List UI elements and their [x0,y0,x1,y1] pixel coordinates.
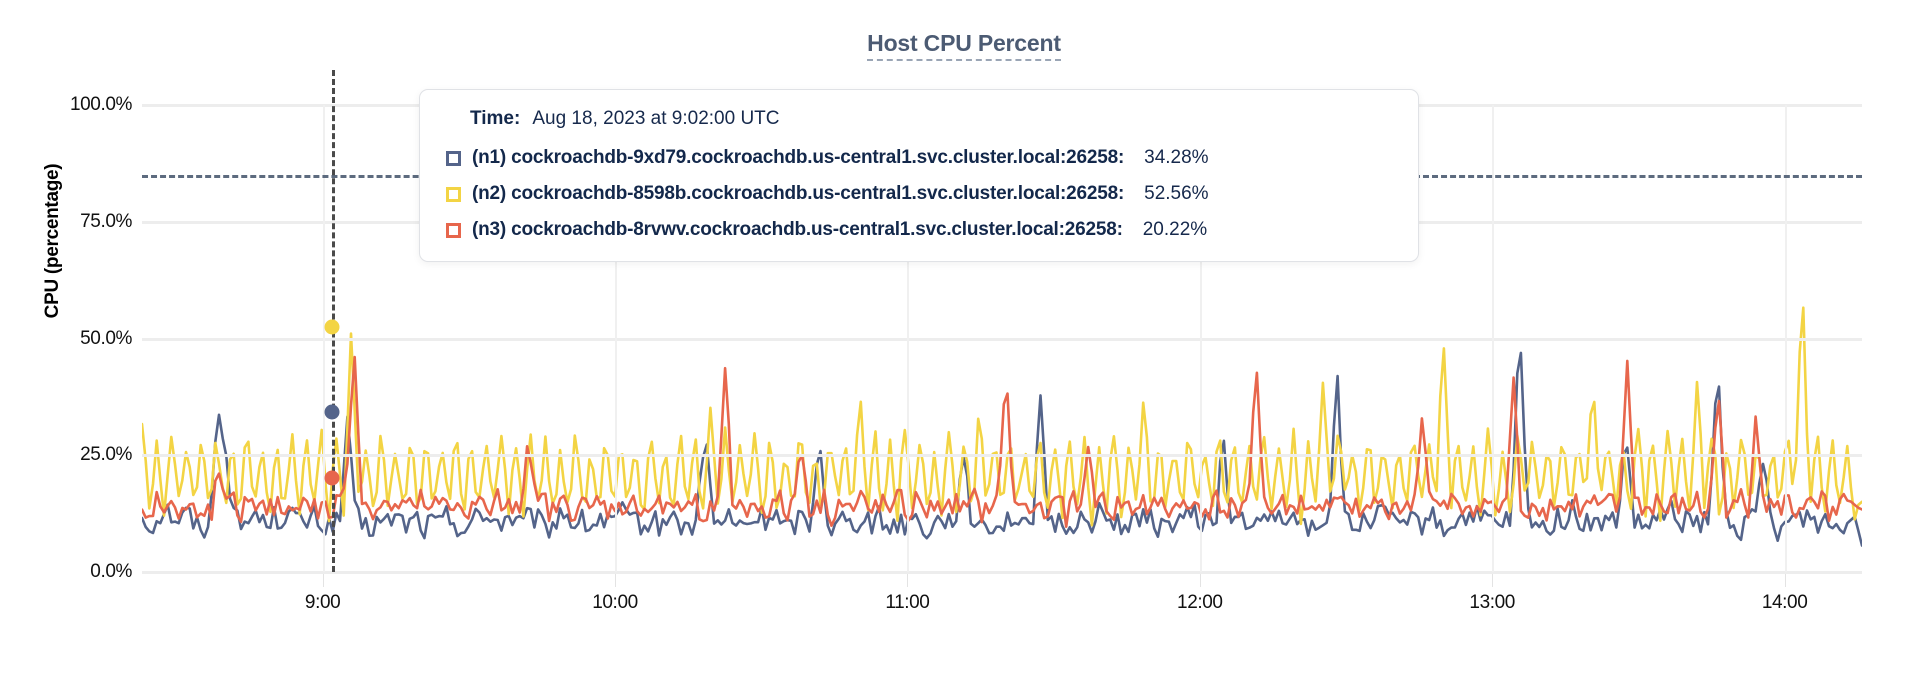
tooltip-row-n1: (n1) cockroachdb-9xd79.cockroachdb.us-ce… [446,147,1392,169]
x-axis-tick-mark [1199,574,1201,587]
x-axis-tick-mark [1784,574,1786,587]
x-axis-tick-label: 13:00 [1469,592,1515,613]
tooltip-series-value: 20.22% [1142,219,1208,240]
y-axis-tick-label: 0.0% [90,561,132,582]
tooltip-time-value: Aug 18, 2023 at 9:02:00 UTC [532,108,780,129]
cursor-marker-n1 [324,404,340,420]
x-axis-tick-label: 10:00 [592,592,638,613]
x-axis-tick-mark [907,574,909,587]
x-axis-tick-mark [615,574,616,587]
x-axis-tick-label: 11:00 [885,592,930,613]
hover-tooltip: Time: Aug 18, 2023 at 9:02:00 UTC (n1) c… [419,89,1419,262]
x-axis-tick-label: 12:00 [1177,592,1223,613]
tooltip-series-value: 34.28% [1144,147,1209,168]
gridline-vertical [615,105,617,572]
gridline-horizontal [142,337,1862,341]
page-title: Host CPU Percent [0,30,1928,61]
gridline-vertical [907,105,910,572]
tooltip-series-label: (n1) cockroachdb-9xd79.cockroachdb.us-ce… [472,147,1125,168]
legend-swatch-icon-n1 [446,150,461,166]
x-axis-tick-mark [322,574,324,587]
tooltip-series-value: 52.56% [1144,183,1209,204]
gridline-vertical [1492,105,1495,572]
x-axis-tick-mark [1492,574,1494,587]
gridline-vertical [1784,105,1787,572]
legend-swatch-icon-n3 [446,222,461,238]
tooltip-series-label: (n2) cockroachdb-8598b.cockroachdb.us-ce… [472,183,1125,204]
y-axis-tick-label: 50.0% [80,327,132,349]
cursor-marker-n2 [324,319,340,335]
series-lines [140,306,1864,547]
tooltip-series-label: (n3) cockroachdb-8rvwv.cockroachdb.us-ce… [472,219,1123,240]
series-line-n1 [140,351,1864,547]
tooltip-time-row: Time: Aug 18, 2023 at 9:02:00 UTC [446,108,1392,130]
tooltip-time-label: Time: [470,108,521,129]
y-axis-ticks: 0.0% 25.0% 50.0% 75.0% 100.0% [0,0,132,696]
series-line-n2 [140,306,1864,527]
legend-swatch-icon-n2 [446,186,461,202]
chart-title-text: Host CPU Percent [867,30,1061,61]
gridline-vertical [1199,105,1202,572]
gridline-horizontal [142,571,1862,574]
y-axis-tick-label: 100.0% [69,94,132,115]
y-axis-tick-label: 75.0% [80,210,132,232]
tooltip-row-n3: (n3) cockroachdb-8rvwv.cockroachdb.us-ce… [446,219,1392,241]
tooltip-series-list: (n1) cockroachdb-9xd79.cockroachdb.us-ce… [446,147,1392,241]
gridline-horizontal [142,454,1862,458]
x-axis-tick-label: 9:00 [304,592,341,613]
tooltip-row-n2: (n2) cockroachdb-8598b.cockroachdb.us-ce… [446,183,1392,205]
y-axis-tick-label: 25.0% [80,444,132,466]
series-line-n3 [140,355,1864,529]
gridline-vertical [322,105,325,572]
x-axis-tick-label: 14:00 [1761,592,1808,613]
cursor-marker-n3 [324,470,340,486]
